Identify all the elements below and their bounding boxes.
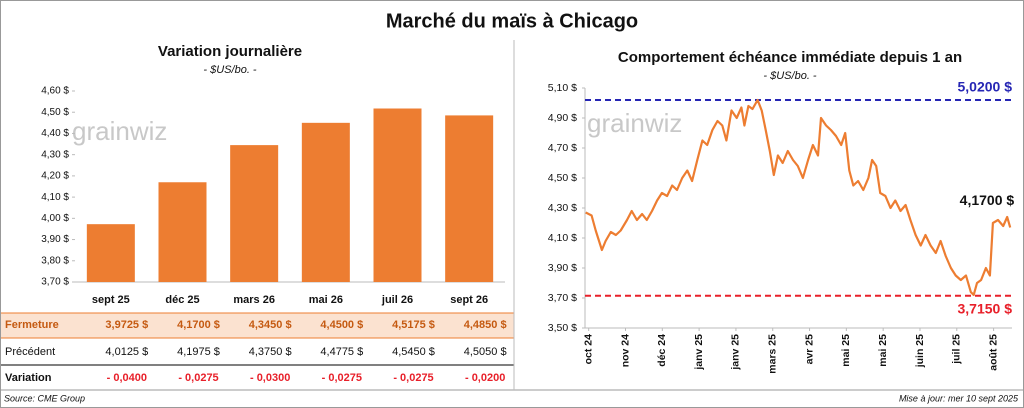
x-tick-label: mars 26 <box>233 294 275 306</box>
cell: - 0,0200 <box>465 372 505 384</box>
x-tick-label: juil 25 <box>951 334 963 365</box>
x-tick-label: sept 26 <box>450 294 488 306</box>
closing-value: 4,4500 $ <box>320 319 363 331</box>
cell: 4,5050 $ <box>464 346 507 358</box>
closing-value: 3,9725 $ <box>105 319 148 331</box>
y-tick-label: 3,70 $ <box>41 277 69 288</box>
line-subtitle: - $US/bo. - <box>763 70 817 82</box>
x-tick-label: mars 25 <box>767 334 779 374</box>
reference-label: 5,0200 $ <box>958 79 1013 95</box>
x-tick-label: juin 25 <box>914 334 926 368</box>
x-tick-label: mai 25 <box>877 334 889 367</box>
line-title: Comportement échéance immédiate depuis 1… <box>618 49 962 66</box>
bar-title: Variation journalière <box>158 43 302 60</box>
y-tick-label: 4,90 $ <box>548 112 577 124</box>
cell: - 0,0400 <box>107 372 147 384</box>
y-tick-label: 4,50 $ <box>41 107 69 118</box>
x-tick-label: déc 25 <box>165 294 199 306</box>
y-tick-label: 4,20 $ <box>41 171 69 182</box>
cell: - 0,0275 <box>322 372 362 384</box>
x-tick-label: avr 25 <box>803 334 815 365</box>
bar <box>301 122 350 282</box>
y-tick-label: 3,90 $ <box>548 262 577 274</box>
y-tick-label: 4,10 $ <box>548 232 577 244</box>
closing-value: 4,5175 $ <box>392 319 435 331</box>
y-tick-label: 3,70 $ <box>548 292 577 304</box>
x-tick-label: mai 25 <box>840 334 852 367</box>
row-label: Fermeture <box>5 319 59 331</box>
closing-value: 4,4850 $ <box>464 319 507 331</box>
row-label: Variation <box>5 372 52 384</box>
x-tick-label: sept 25 <box>92 294 130 306</box>
cell: 4,5450 $ <box>392 346 435 358</box>
x-tick-label: oct 24 <box>582 334 594 365</box>
closing-value: 4,1700 $ <box>177 319 220 331</box>
y-tick-label: 4,60 $ <box>41 86 69 97</box>
bar <box>230 145 279 282</box>
bar <box>158 182 207 282</box>
y-tick-label: 5,10 $ <box>548 82 577 94</box>
y-tick-label: 4,30 $ <box>548 202 577 214</box>
x-tick-label: déc 24 <box>656 334 668 367</box>
y-tick-label: 4,30 $ <box>41 149 69 160</box>
y-tick-label: 3,90 $ <box>41 234 69 245</box>
bar <box>373 108 422 282</box>
main-title: Marché du maïs à Chicago <box>386 10 638 32</box>
y-tick-label: 3,50 $ <box>548 322 577 334</box>
y-tick-label: 4,10 $ <box>41 192 69 203</box>
y-tick-label: 4,50 $ <box>548 172 577 184</box>
bar <box>445 115 494 283</box>
cell: - 0,0300 <box>250 372 290 384</box>
closing-value: 4,3450 $ <box>249 319 292 331</box>
watermark: grainwiz <box>587 108 682 138</box>
x-tick-label: nov 24 <box>619 334 631 367</box>
y-tick-label: 4,70 $ <box>548 142 577 154</box>
updated: Mise à jour: mer 10 sept 2025 <box>899 393 1019 403</box>
x-tick-label: août 25 <box>987 334 999 371</box>
reference-label: 3,7150 $ <box>958 300 1013 316</box>
cell: 4,1975 $ <box>177 346 220 358</box>
x-tick-label: janv 25 <box>693 334 705 371</box>
line-series <box>585 98 1012 297</box>
cell: - 0,0275 <box>178 372 218 384</box>
cell: - 0,0275 <box>393 372 433 384</box>
source: Source: CME Group <box>4 393 85 403</box>
cell: 4,4775 $ <box>320 346 363 358</box>
x-tick-label: mai 26 <box>309 294 343 306</box>
y-tick-label: 3,80 $ <box>41 255 69 266</box>
bar-subtitle: - $US/bo. - <box>203 64 257 76</box>
x-tick-label: juil 26 <box>381 294 413 306</box>
last-value-label: 4,1700 $ <box>960 192 1015 208</box>
bar <box>86 224 135 282</box>
cell: 4,0125 $ <box>105 346 148 358</box>
y-tick-label: 4,40 $ <box>41 128 69 139</box>
watermark: grainwiz <box>72 116 167 146</box>
cell: 4,3750 $ <box>249 346 292 358</box>
x-tick-label: janv 25 <box>730 334 742 371</box>
row-highlight <box>1 313 514 338</box>
row-label: Précédent <box>5 346 55 358</box>
y-tick-label: 4,00 $ <box>41 213 69 224</box>
